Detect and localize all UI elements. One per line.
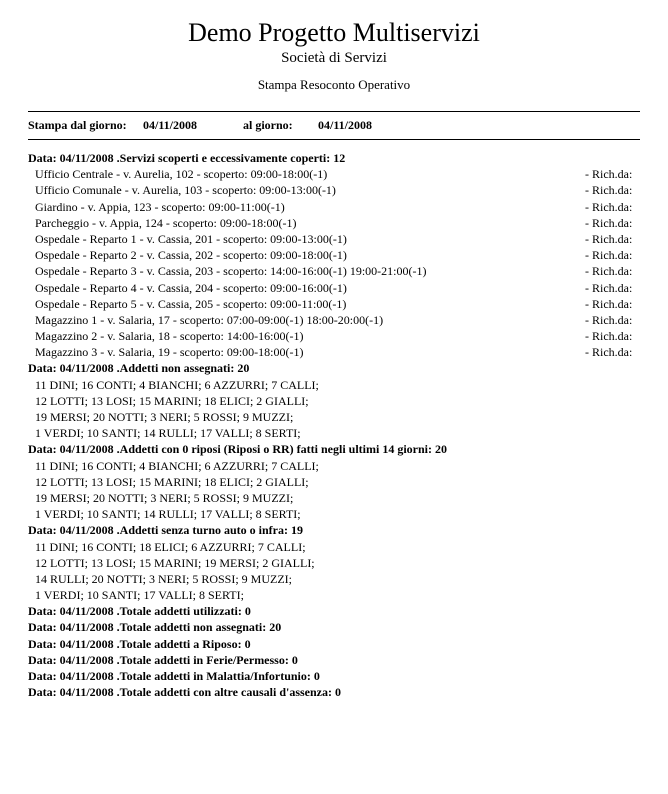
service-row: Giardino - v. Appia, 123 - scoperto: 09:… [28,199,640,215]
from-value: 04/11/2008 [143,118,243,133]
list-row: 1 VERDI; 10 SANTI; 17 VALLI; 8 SERTI; [28,587,640,603]
date-range-row: Stampa dal giorno: 04/11/2008 al giorno:… [28,112,640,139]
service-text: Giardino - v. Appia, 123 - scoperto: 09:… [35,199,585,215]
service-text: Ufficio Comunale - v. Aurelia, 103 - sco… [35,182,585,198]
to-label: al giorno: [243,118,318,133]
requested-by: - Rich.da: [585,182,640,198]
requested-by: - Rich.da: [585,247,640,263]
list-row: 12 LOTTI; 13 LOSI; 15 MARINI; 19 MERSI; … [28,555,640,571]
service-row: Magazzino 1 - v. Salaria, 17 - scoperto:… [28,312,640,328]
requested-by: - Rich.da: [585,312,640,328]
section-heading: Data: 04/11/2008 .Totale addetti utilizz… [28,603,640,619]
service-row: Ospedale - Reparto 2 - v. Cassia, 202 - … [28,247,640,263]
list-row: 11 DINI; 16 CONTI; 4 BIANCHI; 6 AZZURRI;… [28,377,640,393]
page-subtitle: Società di Servizi [28,50,640,67]
section-heading: Data: 04/11/2008 .Addetti senza turno au… [28,522,640,538]
section-heading: Data: 04/11/2008 .Addetti con 0 riposi (… [28,441,640,457]
service-row: Ufficio Comunale - v. Aurelia, 103 - sco… [28,182,640,198]
requested-by: - Rich.da: [585,296,640,312]
list-row: 19 MERSI; 20 NOTTI; 3 NERI; 5 ROSSI; 9 M… [28,490,640,506]
requested-by: - Rich.da: [585,166,640,182]
section-heading: Data: 04/11/2008 .Totale addetti in Mala… [28,668,640,684]
service-text: Ospedale - Reparto 2 - v. Cassia, 202 - … [35,247,585,263]
page-section-title: Stampa Resoconto Operativo [28,77,640,93]
page-title: Demo Progetto Multiservizi [28,18,640,48]
requested-by: - Rich.da: [585,263,640,279]
service-row: Magazzino 3 - v. Salaria, 19 - scoperto:… [28,344,640,360]
requested-by: - Rich.da: [585,328,640,344]
requested-by: - Rich.da: [585,344,640,360]
list-row: 19 MERSI; 20 NOTTI; 3 NERI; 5 ROSSI; 9 M… [28,409,640,425]
service-row: Ufficio Centrale - v. Aurelia, 102 - sco… [28,166,640,182]
service-text: Magazzino 3 - v. Salaria, 19 - scoperto:… [35,344,585,360]
service-row: Ospedale - Reparto 3 - v. Cassia, 203 - … [28,263,640,279]
section-heading: Data: 04/11/2008 .Totale addetti in Feri… [28,652,640,668]
report-page: Demo Progetto Multiservizi Società di Se… [0,0,668,700]
section-heading: Data: 04/11/2008 .Totale addetti a Ripos… [28,636,640,652]
list-row: 12 LOTTI; 13 LOSI; 15 MARINI; 18 ELICI; … [28,393,640,409]
requested-by: - Rich.da: [585,231,640,247]
service-text: Ufficio Centrale - v. Aurelia, 102 - sco… [35,166,585,182]
requested-by: - Rich.da: [585,215,640,231]
service-text: Ospedale - Reparto 4 - v. Cassia, 204 - … [35,280,585,296]
section-heading: Data: 04/11/2008 .Totale addetti con alt… [28,684,640,700]
requested-by: - Rich.da: [585,199,640,215]
section-heading: Data: 04/11/2008 .Totale addetti non ass… [28,619,640,635]
service-row: Ospedale - Reparto 4 - v. Cassia, 204 - … [28,280,640,296]
service-row: Magazzino 2 - v. Salaria, 18 - scoperto:… [28,328,640,344]
requested-by: - Rich.da: [585,280,640,296]
list-row: 1 VERDI; 10 SANTI; 14 RULLI; 17 VALLI; 8… [28,425,640,441]
list-row: 12 LOTTI; 13 LOSI; 15 MARINI; 18 ELICI; … [28,474,640,490]
service-text: Ospedale - Reparto 1 - v. Cassia, 201 - … [35,231,585,247]
to-value: 04/11/2008 [318,118,640,133]
from-label: Stampa dal giorno: [28,118,143,133]
service-row: Ospedale - Reparto 5 - v. Cassia, 205 - … [28,296,640,312]
service-text: Ospedale - Reparto 5 - v. Cassia, 205 - … [35,296,585,312]
service-row: Ospedale - Reparto 1 - v. Cassia, 201 - … [28,231,640,247]
service-text: Magazzino 1 - v. Salaria, 17 - scoperto:… [35,312,585,328]
section-heading: Data: 04/11/2008 .Servizi scoperti e ecc… [28,150,640,166]
list-row: 11 DINI; 16 CONTI; 4 BIANCHI; 6 AZZURRI;… [28,458,640,474]
section-heading: Data: 04/11/2008 .Addetti non assegnati:… [28,360,640,376]
service-row: Parcheggio - v. Appia, 124 - scoperto: 0… [28,215,640,231]
list-row: 1 VERDI; 10 SANTI; 14 RULLI; 17 VALLI; 8… [28,506,640,522]
service-text: Magazzino 2 - v. Salaria, 18 - scoperto:… [35,328,585,344]
list-row: 14 RULLI; 20 NOTTI; 3 NERI; 5 ROSSI; 9 M… [28,571,640,587]
list-row: 11 DINI; 16 CONTI; 18 ELICI; 6 AZZURRI; … [28,539,640,555]
report-content: Data: 04/11/2008 .Servizi scoperti e ecc… [28,140,640,700]
service-text: Ospedale - Reparto 3 - v. Cassia, 203 - … [35,263,585,279]
service-text: Parcheggio - v. Appia, 124 - scoperto: 0… [35,215,585,231]
